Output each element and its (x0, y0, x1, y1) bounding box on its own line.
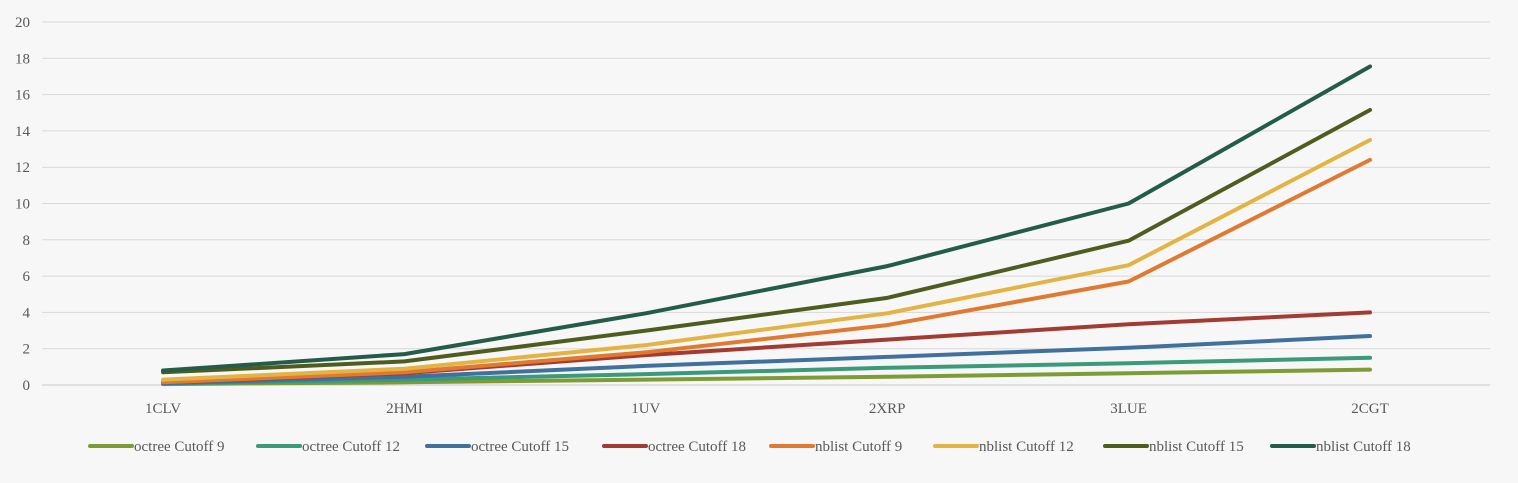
legend: octree Cutoff 9 octree Cutoff 12 octree Cu… (88, 439, 1411, 455)
legend-item: octree Cutoff 12 (256, 439, 400, 455)
y-tick-label: 6 (23, 269, 31, 285)
x-tick-label: 3LUE (1110, 401, 1147, 417)
legend-label: octree Cutoff 15 (471, 439, 569, 455)
legend-item: nblist Cutoff 9 (769, 439, 902, 455)
y-tick-label: 2 (23, 342, 31, 358)
series-line (161, 64, 1372, 373)
legend-item: nblist Cutoff 12 (933, 439, 1074, 455)
x-tick-label: 2HMI (386, 401, 423, 417)
gridlines (42, 21, 1490, 386)
legend-label: octree Cutoff 12 (302, 439, 400, 455)
series-line (161, 367, 1372, 387)
legend-item: nblist Cutoff 18 (1270, 439, 1411, 455)
series-line (161, 157, 1372, 385)
x-tick-label: 1UV (631, 401, 660, 417)
x-tick-label: 2XRP (869, 401, 906, 417)
series-line (161, 355, 1372, 386)
x-axis-tick-labels: 1CLV 2HMI 1UV 2XRP 3LUE 2CGT (145, 401, 1389, 417)
legend-label: nblist Cutoff 15 (1149, 439, 1244, 455)
y-axis-tick-labels: 0 2 4 6 8 10 12 14 16 18 20 (15, 15, 31, 394)
series-line (161, 334, 1372, 386)
series-line (161, 138, 1372, 382)
series-line (161, 108, 1372, 375)
series-lines (161, 64, 1372, 387)
legend-item: nblist Cutoff 15 (1103, 439, 1244, 455)
y-tick-label: 4 (23, 305, 31, 321)
y-tick-label: 10 (15, 197, 30, 213)
legend-item: octree Cutoff 15 (425, 439, 569, 455)
legend-label: octree Cutoff 18 (648, 439, 746, 455)
legend-label: nblist Cutoff 9 (815, 439, 902, 455)
legend-label: octree Cutoff 9 (134, 439, 225, 455)
y-tick-label: 12 (15, 160, 30, 176)
legend-item: octree Cutoff 9 (88, 439, 225, 455)
y-tick-label: 14 (15, 124, 31, 140)
legend-label: nblist Cutoff 18 (1316, 439, 1411, 455)
legend-item: octree Cutoff 18 (602, 439, 746, 455)
y-tick-label: 20 (15, 15, 30, 31)
y-tick-label: 16 (15, 88, 31, 104)
legend-label: nblist Cutoff 12 (979, 439, 1074, 455)
y-tick-label: 18 (15, 51, 30, 67)
y-tick-label: 8 (23, 233, 31, 249)
y-tick-label: 0 (23, 378, 31, 394)
x-tick-label: 2CGT (1351, 401, 1389, 417)
x-tick-label: 1CLV (145, 401, 181, 417)
